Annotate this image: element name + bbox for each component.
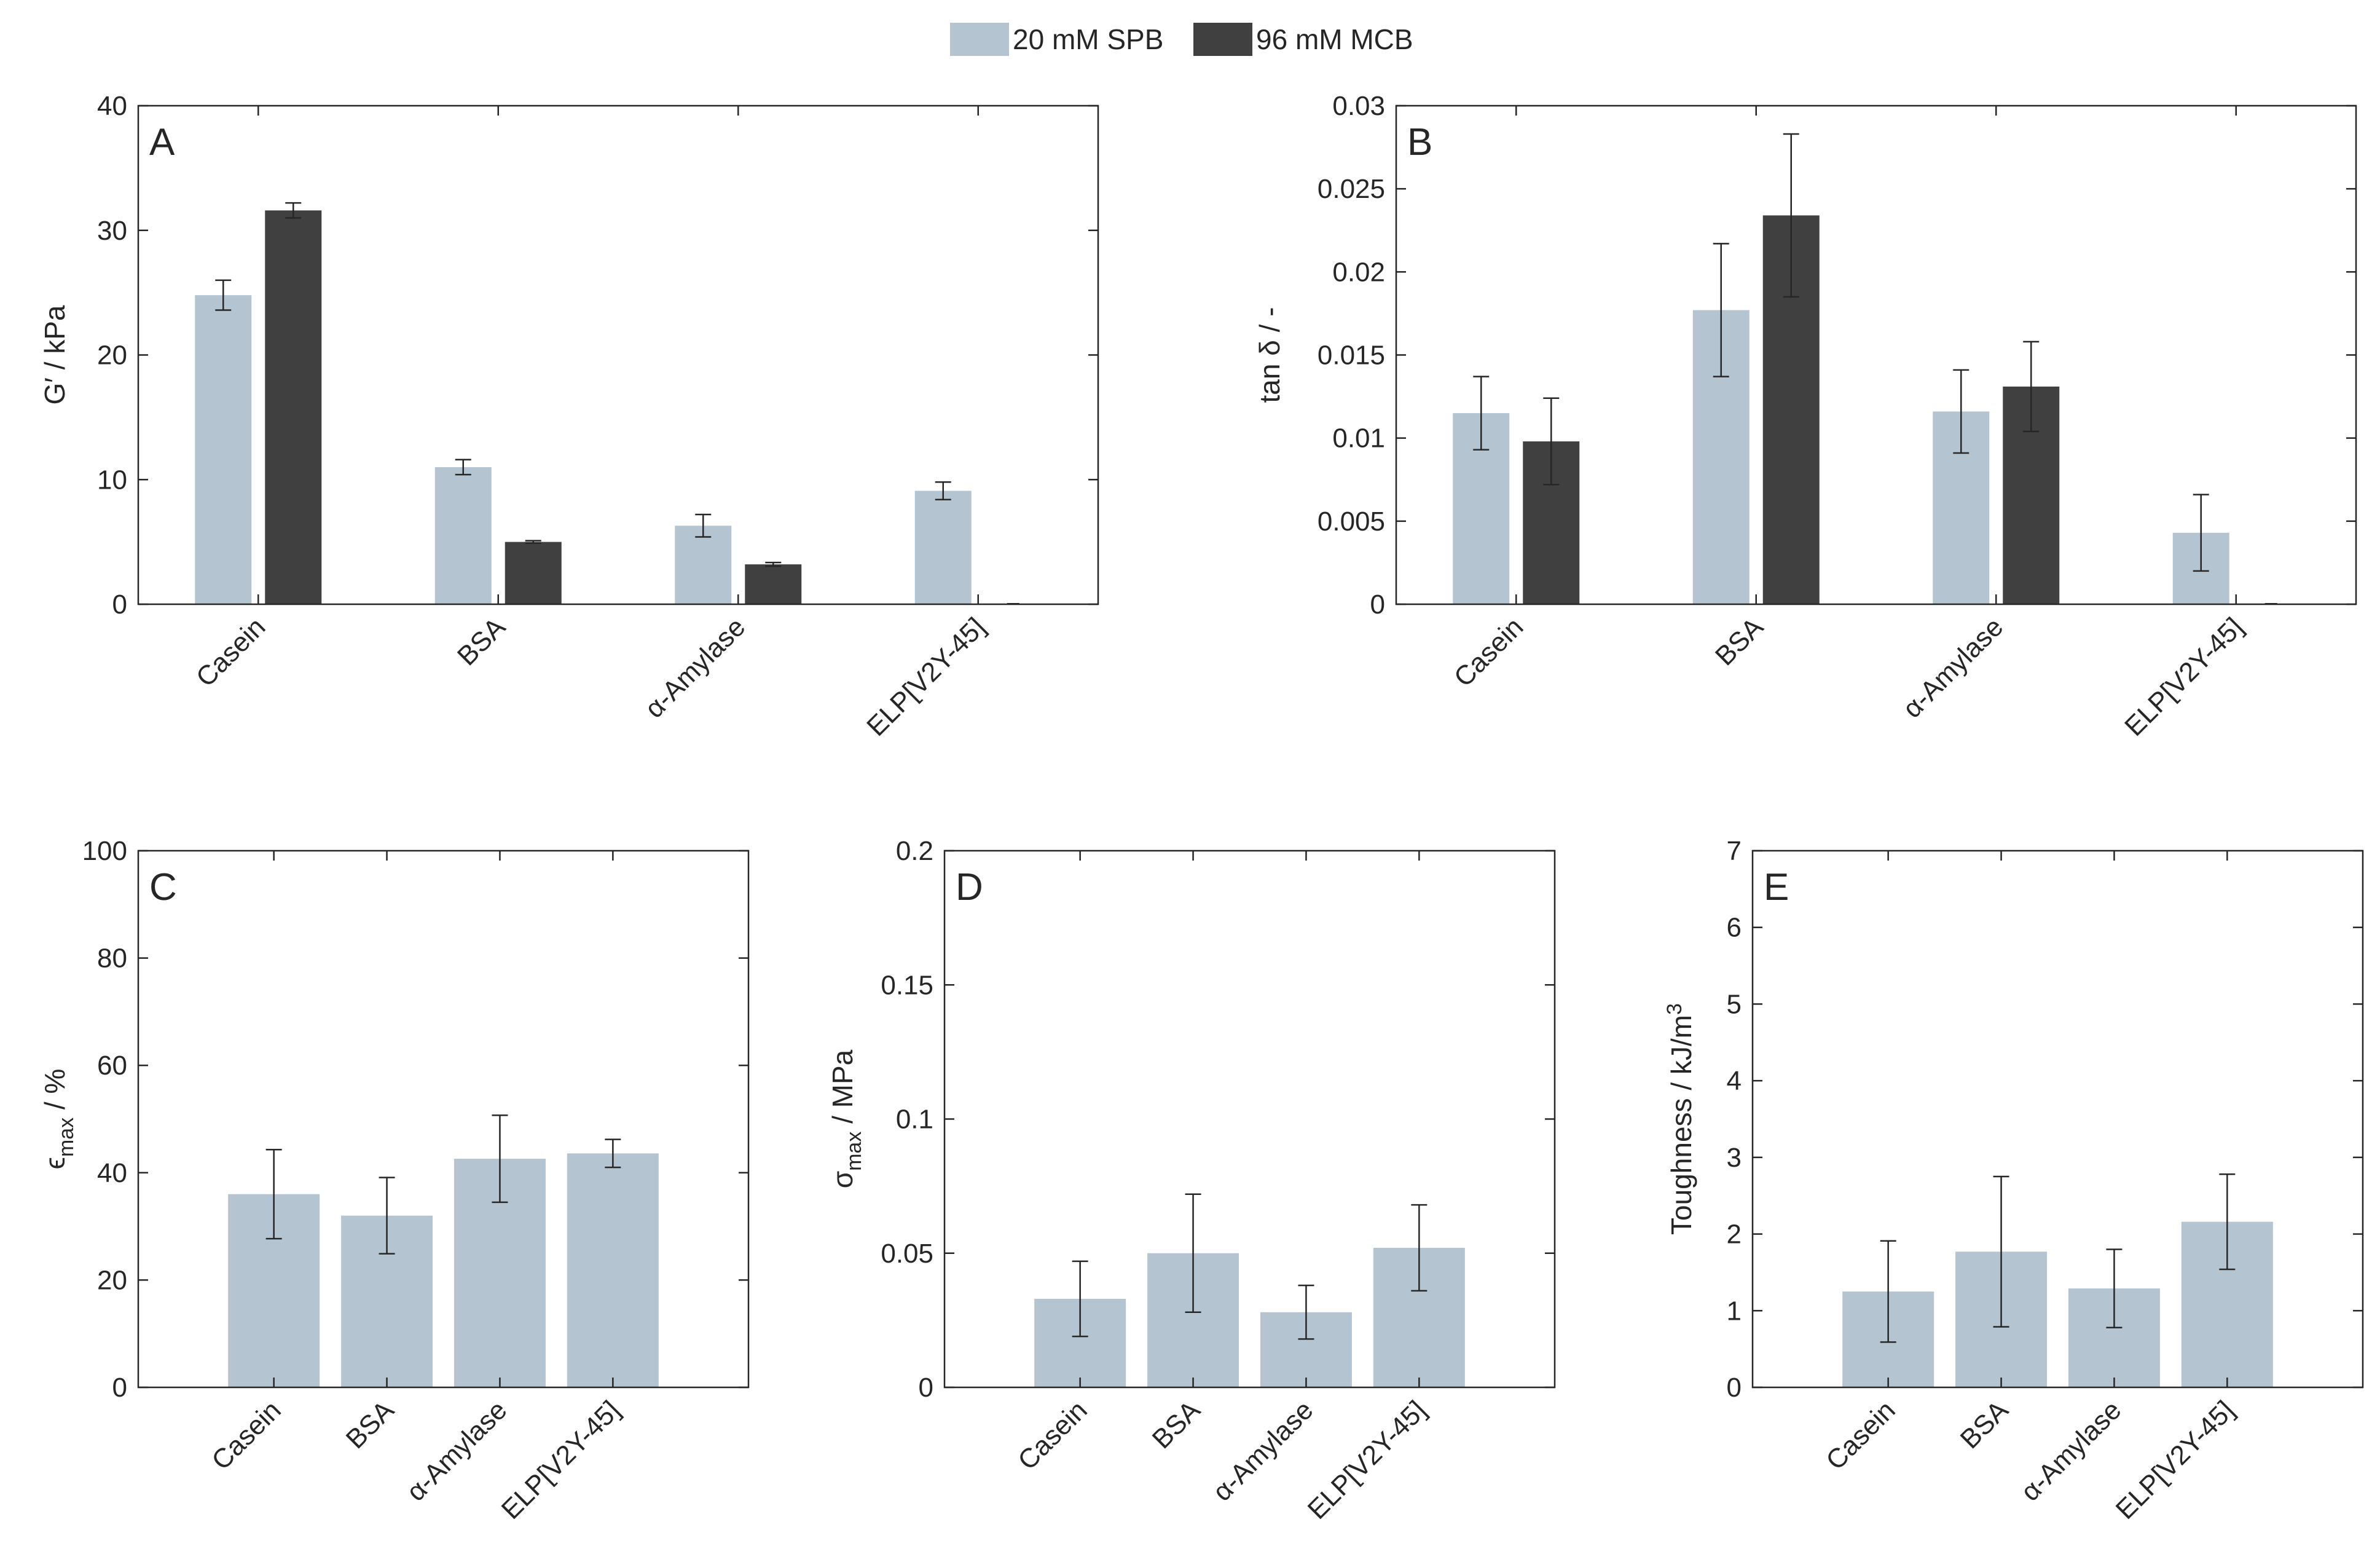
category-label-E-2: α-Amylase xyxy=(2015,1395,2127,1507)
ytick-label-C-3: 60 xyxy=(97,1051,127,1081)
ylabel-main: σ xyxy=(827,1171,858,1188)
legend-swatch-mcb xyxy=(1193,23,1252,56)
ytick-label-E-6: 6 xyxy=(1727,913,1742,943)
ytick-label-C-0: 0 xyxy=(112,1373,127,1403)
category-label-B-2: α-Amylase xyxy=(1897,612,2009,723)
ylabel-D: σmax / MPa xyxy=(827,1049,866,1188)
ytick-label-E-7: 7 xyxy=(1727,836,1742,866)
bar-A-s1-c0 xyxy=(265,210,322,604)
legend-label-mcb: 96 mM MCB xyxy=(1256,23,1413,55)
ytick-label-E-4: 4 xyxy=(1727,1066,1742,1096)
ytick-label-C-4: 80 xyxy=(97,944,127,974)
ytick-label-B-1: 0.005 xyxy=(1318,507,1385,537)
category-label-D-3: ELP[V2Y-45] xyxy=(1302,1395,1432,1525)
category-label-C-0: Casein xyxy=(206,1395,286,1475)
ytick-label-D-2: 0.1 xyxy=(896,1105,933,1135)
ylabel-A: G′ / kPa xyxy=(39,305,71,404)
panel-label-C: C xyxy=(149,866,177,909)
panel-label-D: D xyxy=(956,866,983,909)
ytick-label-B-2: 0.01 xyxy=(1332,424,1385,454)
legend-label-spb: 20 mM SPB xyxy=(1013,23,1163,55)
ylabel-C: ϵmax / % xyxy=(39,1069,78,1170)
category-label-A-3: ELP[V2Y-45] xyxy=(861,612,991,742)
ylabel-E: Toughness / kJ/m3 xyxy=(1663,1003,1697,1235)
ylabel-main: ϵ xyxy=(39,1157,71,1169)
ytick-label-D-1: 0.05 xyxy=(881,1239,933,1269)
ytick-label-A-2: 20 xyxy=(97,341,127,371)
panel-label-B: B xyxy=(1407,121,1432,164)
ytick-label-C-1: 20 xyxy=(97,1265,127,1295)
ylabel-subscript: max xyxy=(842,1132,866,1171)
ytick-label-B-0: 0 xyxy=(1370,589,1385,620)
legend-swatch-spb xyxy=(950,23,1009,56)
ylabel-B: tan δ / - xyxy=(1254,307,1286,403)
ytick-label-E-5: 5 xyxy=(1727,989,1742,1019)
ylabel-rest: / % xyxy=(39,1069,71,1118)
ytick-label-C-2: 40 xyxy=(97,1158,127,1188)
category-label-E-1: BSA xyxy=(1955,1395,2014,1454)
ylabel-superscript: 3 xyxy=(1663,1003,1686,1015)
bar-A-s0-c1 xyxy=(434,467,492,604)
ylabel-rest: / MPa xyxy=(827,1049,858,1131)
ytick-label-A-3: 30 xyxy=(97,216,127,246)
bar-A-s0-c0 xyxy=(195,295,252,604)
panel-C: 0 20 40 60 80 100 Casein BSA α-AmylaseELP[V2Y-45… xyxy=(39,836,750,1525)
ytick-label-D-3: 0.15 xyxy=(881,970,933,1000)
category-label-C-1: BSA xyxy=(340,1395,400,1454)
category-label-D-0: Casein xyxy=(1012,1395,1093,1475)
category-label-B-0: Casein xyxy=(1448,612,1529,692)
category-label-B-1: BSA xyxy=(1710,612,1769,671)
bar-C-s0-c3 xyxy=(567,1153,659,1387)
bar-A-s1-c1 xyxy=(505,542,562,604)
panel-label-E: E xyxy=(1764,866,1789,909)
ytick-label-A-4: 40 xyxy=(97,91,127,121)
category-label-A-1: BSA xyxy=(452,612,511,671)
ytick-label-E-3: 3 xyxy=(1727,1143,1742,1173)
bar-A-s0-c2 xyxy=(675,526,732,604)
ytick-label-A-1: 10 xyxy=(97,465,127,495)
category-label-D-2: α-Amylase xyxy=(1207,1395,1319,1507)
ytick-label-B-3: 0.015 xyxy=(1318,341,1385,371)
category-label-A-2: α-Amylase xyxy=(639,612,751,723)
category-label-B-3: ELP[V2Y-45] xyxy=(2119,612,2249,742)
ytick-label-E-2: 2 xyxy=(1727,1220,1742,1250)
ytick-label-D-4: 0.2 xyxy=(896,836,933,866)
category-label-E-3: ELP[V2Y-45] xyxy=(2110,1395,2241,1525)
ylabel-subscript: max xyxy=(55,1118,78,1157)
bar-A-s0-c3 xyxy=(914,491,972,604)
ytick-label-D-0: 0 xyxy=(919,1373,933,1403)
category-label-A-0: Casein xyxy=(190,612,271,692)
legend: 20 mM SPB 96 mM MCB xyxy=(950,23,1413,56)
category-label-D-1: BSA xyxy=(1147,1395,1206,1454)
ylabel-main: Toughness / kJ/m xyxy=(1665,1015,1697,1235)
ytick-label-E-0: 0 xyxy=(1727,1373,1742,1403)
ytick-label-B-5: 0.025 xyxy=(1318,174,1385,204)
panel-label-A: A xyxy=(149,121,175,164)
ytick-label-E-1: 1 xyxy=(1727,1296,1742,1326)
panel-B: 0 0.005 0.01 0.015 0.02 0.025 0.03 Casein BSA α-A… xyxy=(1254,91,2357,742)
category-label-C-3: ELP[V2Y-45] xyxy=(496,1395,626,1525)
ytick-label-A-0: 0 xyxy=(112,589,127,620)
ytick-label-B-4: 0.02 xyxy=(1332,257,1385,287)
axes-box-E xyxy=(1751,850,2364,1389)
category-label-C-2: α-Amylase xyxy=(401,1395,513,1507)
ytick-label-B-6: 0.03 xyxy=(1332,91,1385,121)
axes-box-C xyxy=(137,850,750,1389)
ytick-label-C-5: 100 xyxy=(82,836,127,866)
panel-A: 0 10 20 30 40 Casein BSA α-Amylase ELP[V2Y-45] A G… xyxy=(39,91,1099,742)
bar-A-s1-c2 xyxy=(745,564,802,604)
panel-D: 0 0.05 0.1 0.15 0.2 Casein BSA α-AmylaseELP[V2Y… xyxy=(827,836,1556,1525)
category-label-E-0: Casein xyxy=(1820,1395,1901,1475)
